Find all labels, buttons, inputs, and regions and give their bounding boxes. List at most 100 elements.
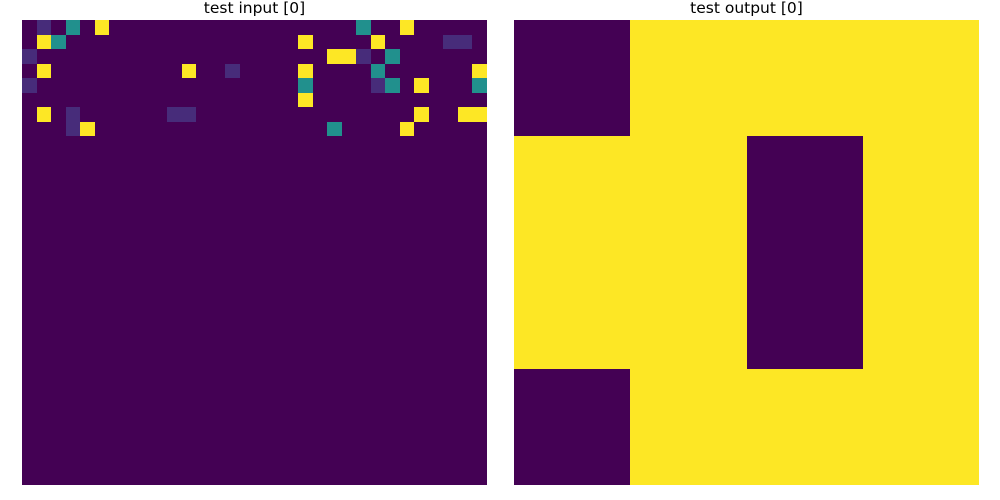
grid-cell [36, 179, 52, 195]
grid-cell [341, 20, 357, 35]
grid-cell [443, 310, 458, 326]
grid-cell [51, 296, 66, 311]
grid-cell [312, 354, 328, 369]
grid-cell [123, 310, 139, 326]
grid-cell [196, 383, 211, 398]
grid-cell [94, 92, 110, 108]
grid-cell [385, 368, 400, 384]
grid-cell [22, 150, 37, 166]
grid-cell [341, 281, 357, 297]
grid-cell [428, 455, 444, 471]
grid-cell [254, 92, 270, 108]
grid-cell [385, 20, 400, 35]
grid-cell [399, 237, 415, 253]
grid-cell [167, 165, 182, 180]
grid-cell [370, 310, 386, 326]
grid-cell [80, 368, 95, 384]
grid-cell [327, 78, 342, 93]
grid-cell [138, 470, 153, 485]
grid-cell [370, 470, 386, 485]
grid-cell [443, 281, 458, 297]
grid-cell [80, 455, 95, 471]
grid-cell [356, 383, 371, 398]
grid-cell [283, 63, 299, 79]
grid-cell [138, 49, 153, 64]
grid-cell [385, 455, 400, 471]
grid-cell [109, 49, 124, 64]
grid-cell [94, 194, 110, 209]
grid-cell [370, 63, 386, 79]
grid-cell [254, 281, 270, 297]
grid-cell [181, 354, 197, 369]
grid-cell [269, 179, 284, 195]
grid-cell [370, 136, 386, 151]
grid-cell [210, 20, 226, 35]
grid-cell [51, 252, 66, 268]
grid-cell [22, 223, 37, 238]
grid-cell [109, 20, 124, 35]
grid-cell [472, 310, 487, 326]
grid-cell [862, 136, 979, 253]
grid-cell [196, 339, 211, 355]
grid-cell [167, 179, 182, 195]
grid-cell [138, 78, 153, 93]
grid-cell [443, 426, 458, 442]
grid-cell [414, 412, 429, 427]
grid-cell [298, 455, 313, 471]
grid-cell [123, 267, 139, 282]
grid-cell [399, 34, 415, 50]
grid-cell [341, 34, 357, 50]
grid-cell [457, 49, 473, 64]
grid-cell [36, 368, 52, 384]
grid-cell [414, 78, 429, 93]
grid-cell [181, 107, 197, 122]
grid-cell [428, 121, 444, 137]
grid-cell [312, 208, 328, 224]
grid-cell [254, 368, 270, 384]
grid-cell [269, 397, 284, 413]
grid-cell [356, 78, 371, 93]
grid-cell [428, 208, 444, 224]
grid-cell [414, 92, 429, 108]
grid-cell [225, 426, 240, 442]
grid-cell [327, 136, 342, 151]
grid-cell [428, 78, 444, 93]
grid-cell [51, 426, 66, 442]
grid-cell [181, 49, 197, 64]
grid-cell [51, 397, 66, 413]
grid-cell [167, 455, 182, 471]
grid-cell [862, 368, 979, 485]
grid-cell [472, 20, 487, 35]
grid-cell [225, 339, 240, 355]
grid-cell [51, 325, 66, 340]
grid-cell [356, 470, 371, 485]
grid-cell [152, 426, 168, 442]
grid-cell [152, 165, 168, 180]
grid-cell [370, 281, 386, 297]
grid-cell [239, 107, 255, 122]
grid-cell [399, 339, 415, 355]
grid-cell [457, 165, 473, 180]
grid-cell [181, 426, 197, 442]
grid-cell [239, 150, 255, 166]
grid-cell [123, 223, 139, 238]
grid-cell [225, 325, 240, 340]
grid-cell [138, 223, 153, 238]
grid-cell [457, 354, 473, 369]
grid-cell [414, 281, 429, 297]
grid-cell [472, 267, 487, 282]
grid-cell [36, 237, 52, 253]
grid-cell [51, 20, 66, 35]
grid-cell [356, 34, 371, 50]
grid-cell [196, 455, 211, 471]
grid-cell [370, 455, 386, 471]
grid-cell [472, 412, 487, 427]
grid-cell [196, 354, 211, 369]
grid-cell [65, 252, 81, 268]
grid-cell [341, 339, 357, 355]
grid-cell [399, 354, 415, 369]
grid-cell [283, 121, 299, 137]
grid-cell [298, 34, 313, 50]
grid-cell [254, 223, 270, 238]
grid-cell [152, 397, 168, 413]
